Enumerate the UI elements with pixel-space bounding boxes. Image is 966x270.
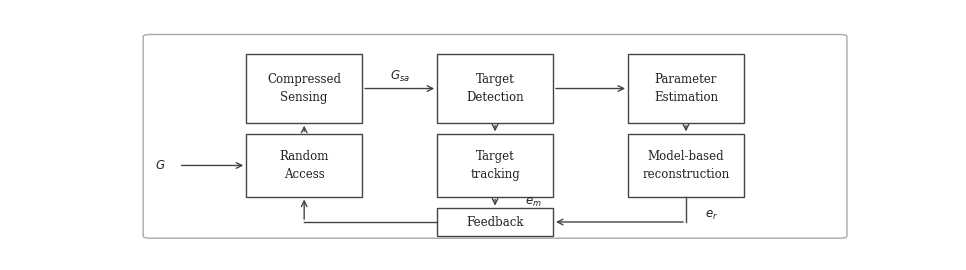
Text: Random
Access: Random Access bbox=[279, 150, 328, 181]
Text: $G$: $G$ bbox=[155, 159, 165, 172]
Text: Parameter
Estimation: Parameter Estimation bbox=[654, 73, 718, 104]
Text: $G_{sa}$: $G_{sa}$ bbox=[389, 69, 410, 84]
Bar bbox=[628, 134, 744, 197]
Bar bbox=[246, 54, 362, 123]
Bar bbox=[246, 134, 362, 197]
Text: Model-based
reconstruction: Model-based reconstruction bbox=[642, 150, 729, 181]
Bar bbox=[437, 208, 554, 235]
Bar bbox=[437, 134, 554, 197]
Text: Target
Detection: Target Detection bbox=[467, 73, 524, 104]
Text: Compressed
Sensing: Compressed Sensing bbox=[268, 73, 341, 104]
Text: $e_m$: $e_m$ bbox=[526, 196, 542, 209]
Text: Target
tracking: Target tracking bbox=[470, 150, 520, 181]
Text: $e_r$: $e_r$ bbox=[705, 209, 718, 222]
FancyBboxPatch shape bbox=[143, 35, 847, 238]
Bar bbox=[628, 54, 744, 123]
Text: Feedback: Feedback bbox=[467, 215, 524, 228]
Bar bbox=[437, 54, 554, 123]
